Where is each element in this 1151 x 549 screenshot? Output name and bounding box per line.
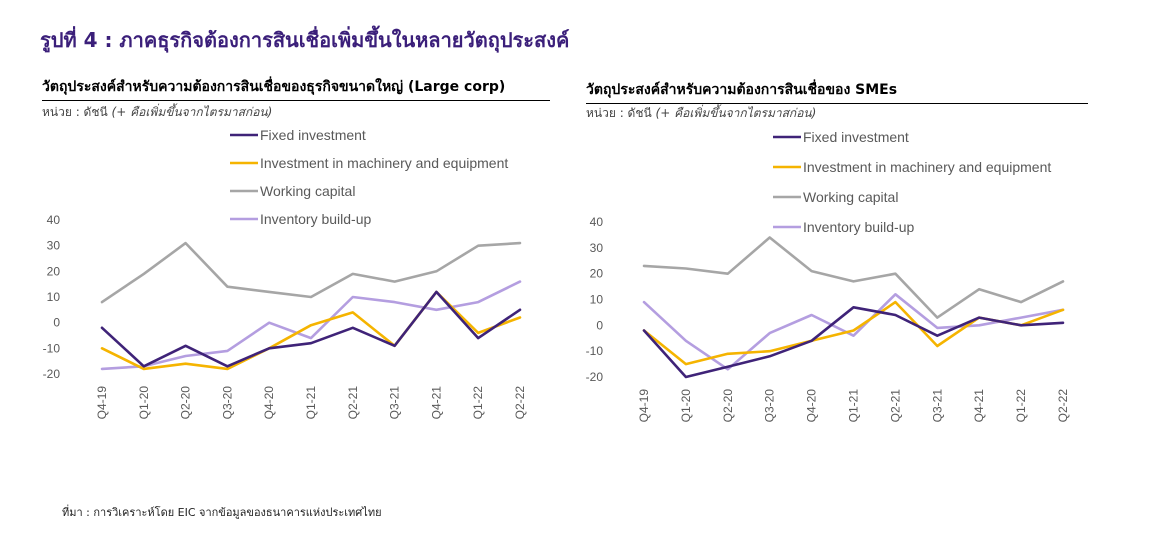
- smes-legend-label: Investment in machinery and equipment: [803, 159, 1051, 175]
- large-corp-x-tick-label: Q2-22: [513, 386, 527, 420]
- large-corp-y-tick-label: -10: [43, 341, 61, 355]
- smes-x-tick-label: Q4-21: [972, 389, 986, 423]
- large-corp-x-tick-label: Q4-20: [262, 386, 276, 420]
- large-corp-x-tick-label: Q4-21: [429, 386, 443, 420]
- large-corp-x-tick-label: Q3-21: [388, 386, 402, 420]
- large-corp-x-tick-label: Q1-21: [304, 386, 318, 420]
- large-corp-x-tick-label: Q4-19: [95, 386, 109, 420]
- large-corp-x-tick-label: Q2-20: [179, 386, 193, 420]
- panel-title-smes: วัตถุประสงค์สำหรับความต้องการสินเชื่อของ…: [586, 79, 1088, 104]
- figure-title: รูปที่ 4 : ภาคธุรกิจต้องการสินเชื่อเพิ่ม…: [40, 28, 570, 52]
- smes-legend-label: Inventory build-up: [803, 219, 915, 235]
- smes-legend-label: Fixed investment: [803, 129, 909, 145]
- smes-x-tick-label: Q2-22: [1056, 389, 1070, 423]
- smes-x-tick-label: Q4-19: [637, 389, 651, 423]
- large-corp-legend-label: Working capital: [260, 183, 355, 199]
- large-corp-x-tick-label: Q2-21: [346, 386, 360, 420]
- unit-note: (+ คือเพิ่มขึ้นจากไตรมาสก่อน): [655, 106, 817, 120]
- large-corp-legend-label: Investment in machinery and equipment: [260, 155, 508, 171]
- large-corp-x-tick-label: Q3-20: [220, 386, 234, 420]
- large-corp-y-tick-label: -20: [43, 367, 61, 381]
- smes-series-line-inventory-build-up: [642, 292, 1065, 371]
- smes-chart-group: 40 30 20 10 0 -10 -20 Q4-19 Q1-20 Q2-20 Q3-20 Q4-20…: [586, 129, 1070, 422]
- smes-x-tick-label: Q1-22: [1014, 389, 1028, 423]
- smes-x-tick-label: Q3-21: [930, 389, 944, 423]
- large-corp-y-tick-label: 10: [47, 290, 61, 304]
- large-corp-chart-group: 40 30 20 10 0 -10 -20 Q4-19 Q1-20 Q2-20 Q3-20 Q4-20…: [43, 127, 527, 419]
- large-corp-y-tick-label: 0: [53, 316, 60, 330]
- smes-y-tick-label: -10: [586, 344, 604, 358]
- smes-y-tick-label: 0: [596, 318, 603, 332]
- unit-label: หน่วย : ดัชนี: [586, 106, 652, 120]
- large-corp-y-tick-label: 40: [47, 213, 61, 227]
- smes-x-tick-label: Q2-21: [888, 389, 902, 423]
- source-note: ที่มา : การวิเคราะห์โดย EIC จากข้อมูลของ…: [62, 506, 382, 519]
- smes-x-tick-label: Q3-20: [763, 389, 777, 423]
- smes-y-tick-label: 10: [590, 293, 604, 307]
- panel-title-large-corp: วัตถุประสงค์สำหรับความต้องการสินเชื่อของ…: [42, 76, 550, 101]
- large-corp-legend-label: Inventory build-up: [260, 211, 372, 227]
- smes-x-tick-label: Q1-20: [679, 389, 693, 423]
- smes-x-tick-label: Q2-20: [721, 389, 735, 423]
- large-corp-y-tick-label: 30: [47, 239, 61, 253]
- panel-unit-smes: หน่วย : ดัชนี (+ คือเพิ่มขึ้นจากไตรมาสก่…: [586, 104, 816, 123]
- large-corp-x-tick-label: Q1-22: [471, 386, 485, 420]
- large-corp-series-line-working-capital: [100, 241, 522, 304]
- large-corp-legend-label: Fixed investment: [260, 127, 366, 143]
- smes-series-line-working-capital: [642, 236, 1065, 319]
- smes-y-tick-label: -20: [586, 370, 604, 384]
- smes-y-tick-label: 30: [590, 241, 604, 255]
- panel-unit-large-corp: หน่วย : ดัชนี (+ คือเพิ่มขึ้นจากไตรมาสก่…: [42, 103, 272, 122]
- large-corp-y-tick-label: 20: [47, 264, 61, 278]
- smes-y-tick-label: 20: [590, 267, 604, 281]
- smes-x-tick-label: Q4-20: [805, 389, 819, 423]
- large-corp-x-tick-label: Q1-20: [137, 386, 151, 420]
- large-corp-series-line-fixed-investment: [100, 290, 522, 368]
- smes-x-tick-label: Q1-21: [847, 389, 861, 423]
- unit-note: (+ คือเพิ่มขึ้นจากไตรมาสก่อน): [111, 105, 273, 119]
- unit-label: หน่วย : ดัชนี: [42, 105, 108, 119]
- smes-legend-label: Working capital: [803, 189, 898, 205]
- smes-y-tick-label: 40: [590, 215, 604, 229]
- smes-series-line-fixed-investment: [642, 305, 1065, 379]
